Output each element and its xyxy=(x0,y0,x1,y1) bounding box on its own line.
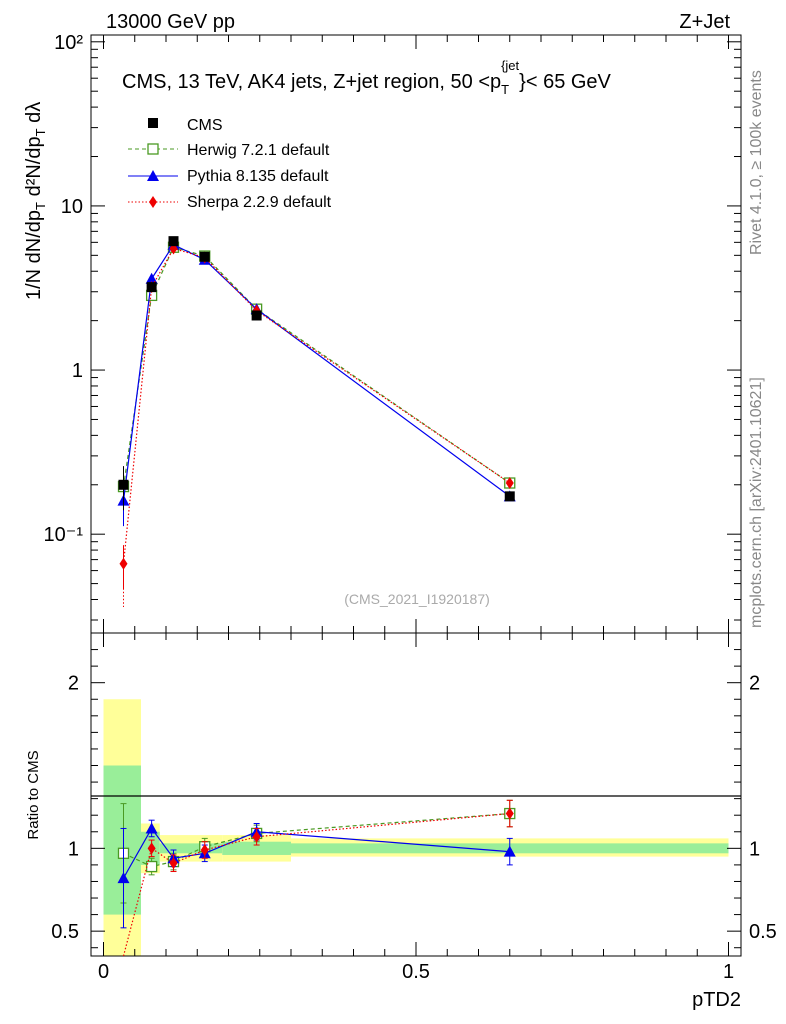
main-title-sup: {jet xyxy=(501,58,519,73)
legend: CMS Herwig 7.2.1 default Pythia 8.135 de… xyxy=(128,117,332,211)
data-point xyxy=(251,310,262,321)
main-axis-ticks xyxy=(91,35,741,633)
main-y-tick-label: 10 xyxy=(61,196,83,218)
legend-sherpa-marker xyxy=(149,196,157,208)
ratio-series-pythia xyxy=(117,819,516,929)
ratio-x-tick-label: 0 xyxy=(98,961,109,983)
legend-cms-label: CMS xyxy=(187,117,223,134)
ratio-data-point xyxy=(503,845,516,857)
main-y-tick-label: 10² xyxy=(54,32,83,54)
ratio-y-tick-label: 0.5 xyxy=(51,921,79,943)
legend-herwig-marker xyxy=(147,143,159,155)
ratio-data-point xyxy=(200,843,209,856)
ratio-series-line xyxy=(122,812,510,957)
ratio-data-point xyxy=(145,822,158,834)
ratio-y-tick-labels: 0.5 0.5 1 1 2 2 xyxy=(51,673,777,943)
series-pythia xyxy=(117,238,516,527)
data-point xyxy=(168,236,179,247)
ratio-data-point xyxy=(117,872,130,884)
legend-pythia-marker xyxy=(147,170,159,181)
main-y-tick-label: 10⁻¹ xyxy=(44,524,84,546)
series-line xyxy=(122,243,511,501)
ratio-data-point xyxy=(169,857,178,870)
ratio-series-sherpa xyxy=(122,799,514,957)
ratio-y-tick-label-right: 1 xyxy=(749,838,760,860)
main-title: CMS, 13 TeV, AK4 jets, Z+jet region, 50 … xyxy=(122,58,612,97)
main-title-end: }< 65 GeV xyxy=(519,71,611,93)
ratio-data-point xyxy=(145,860,158,873)
band-inner xyxy=(159,843,223,854)
ratio-y-label: Ratio to CMS xyxy=(25,750,42,839)
ratio-x-tick-labels: 0 0.5 1 xyxy=(98,961,734,983)
series-line xyxy=(122,246,511,487)
analysis-tag: (CMS_2021_I1920187) xyxy=(344,591,490,607)
legend-pythia-label: Pythia 8.135 default xyxy=(187,168,329,185)
legend-cms: CMS xyxy=(148,117,223,134)
series-line xyxy=(122,247,511,564)
ratio-plot-frame xyxy=(90,632,742,957)
legend-herwig: Herwig 7.2.1 default xyxy=(128,142,330,159)
ratio-y-tick-label: 2 xyxy=(68,673,79,695)
main-title-text: CMS, 13 TeV, AK4 jets, Z+jet region, 50 … xyxy=(122,71,501,93)
ratio-series xyxy=(117,799,516,957)
band-inner xyxy=(103,765,141,915)
ratio-x-tick-label: 1 xyxy=(723,961,734,983)
data-point xyxy=(146,282,157,293)
main-y-tick-label: 1 xyxy=(72,360,83,382)
legend-sherpa-label: Sherpa 2.2.9 default xyxy=(187,194,332,211)
series-sherpa xyxy=(119,242,514,590)
data-point xyxy=(505,477,514,490)
main-y-label: 1/N dN/dpT d²N/dpT dλ xyxy=(23,102,48,300)
ratio-series-line xyxy=(123,812,510,868)
ratio-y-tick-label-right: 2 xyxy=(749,673,760,695)
ratio-x-tick-label: 0.5 xyxy=(402,961,430,983)
header-energy: 13000 GeV pp xyxy=(106,11,235,33)
rivet-label: Rivet 4.1.0, ≥ 100k events xyxy=(748,70,765,255)
main-y-tick-labels: 10⁻¹ 1 10 10² xyxy=(44,32,84,546)
data-point xyxy=(504,491,515,502)
ratio-data-point xyxy=(252,830,261,843)
data-point xyxy=(118,479,129,490)
legend-cms-marker xyxy=(148,118,158,128)
header-process: Z+Jet xyxy=(679,11,730,33)
main-series xyxy=(117,236,516,608)
series-cms xyxy=(118,236,515,608)
legend-herwig-label: Herwig 7.2.1 default xyxy=(187,142,330,159)
ratio-series-line xyxy=(122,827,510,879)
ratio-data-point xyxy=(505,807,514,820)
x-axis-label: pTD2 xyxy=(692,989,741,1011)
mcplots-label: mcplots.cern.ch [arXiv:2401.10621] xyxy=(748,377,765,628)
ratio-data-point xyxy=(147,842,156,855)
main-title-sub: T xyxy=(501,82,509,97)
series-herwig xyxy=(117,241,516,513)
ratio-y-tick-label: 1 xyxy=(68,838,79,860)
ratio-uncertainty-bands xyxy=(103,699,729,956)
ratio-y-tick-label-right: 0.5 xyxy=(749,921,777,943)
main-y-label-text: 1/N dN/dpT d²N/dpT dλ xyxy=(23,102,48,300)
ratio-axis-ticks xyxy=(91,633,741,956)
band-inner xyxy=(222,841,291,855)
legend-sherpa: Sherpa 2.2.9 default xyxy=(128,194,332,211)
data-point xyxy=(199,251,210,262)
legend-pythia: Pythia 8.135 default xyxy=(128,168,329,185)
